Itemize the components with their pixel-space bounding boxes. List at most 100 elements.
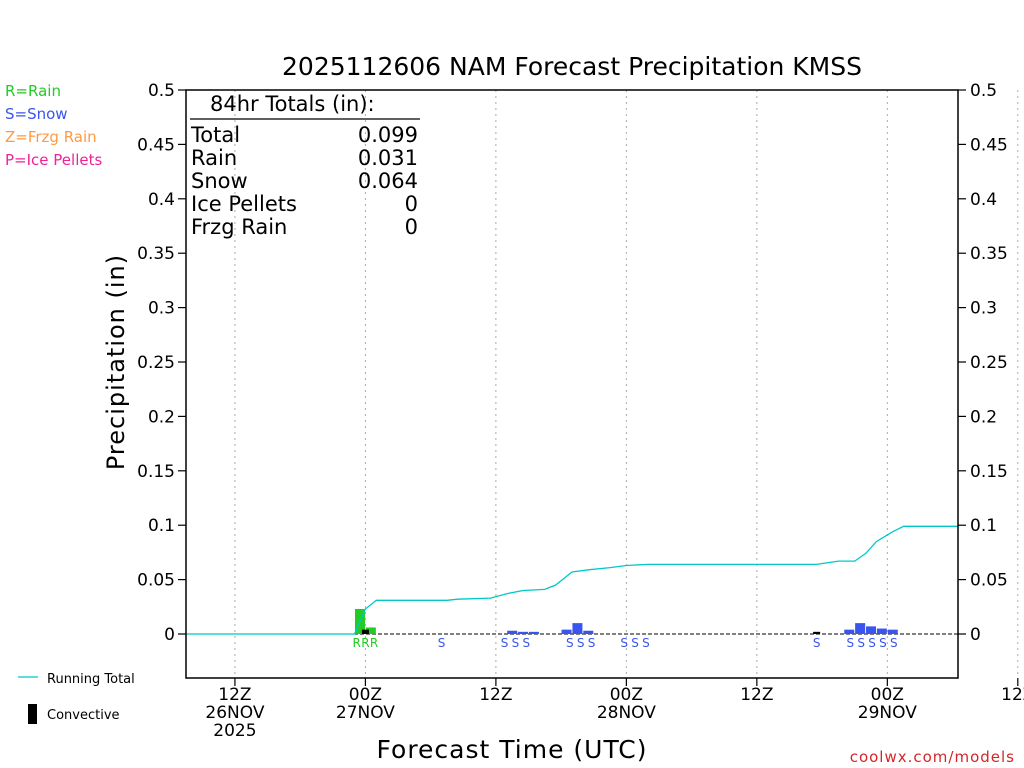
totals-row-value: 0.099 — [358, 123, 418, 147]
ptype-label: S — [588, 636, 596, 650]
ptype-label: S — [890, 636, 898, 650]
totals-row-label: Total — [190, 123, 240, 147]
x-tick-label: 12Z — [479, 685, 512, 705]
x-tick-label: 2025 — [213, 721, 256, 741]
x-tick-label: 12Z — [740, 685, 773, 705]
y-axis-right: 0.5 0.45 0.4 0.35 0.3 0.25 0.2 0.15 0.1 0.05 0 — [958, 81, 1008, 645]
y-tick-right-label: 0.35 — [970, 244, 1008, 264]
x-tick-label: 00Z — [349, 685, 382, 705]
totals-row-value: 0.064 — [358, 169, 418, 193]
ptype-label: S — [566, 636, 574, 650]
y-tick-left-label: 0.25 — [137, 353, 175, 373]
bar-convective — [361, 629, 369, 634]
bar-snow — [561, 629, 572, 634]
bar-snow — [507, 630, 518, 634]
y-tick-left-label: 0.35 — [137, 244, 175, 264]
bar-snow — [855, 623, 866, 634]
y-tick-right-label: 0 — [970, 625, 981, 645]
x-tick-label: 12Z — [218, 685, 251, 705]
totals-row-label: Snow — [191, 169, 248, 193]
series-line-running-total — [186, 525, 958, 635]
ptype-label: R — [370, 636, 378, 650]
ptype-label: S — [577, 636, 585, 650]
bar-convective — [813, 631, 821, 634]
bar-snow — [866, 626, 877, 634]
bar-snow — [887, 629, 898, 634]
legend-swatch-convective — [28, 704, 37, 724]
legend-series-label: Running Total — [47, 672, 135, 687]
y-tick-left-label: 0.4 — [148, 190, 175, 210]
ptype-label: R — [353, 636, 361, 650]
totals-header: 84hr Totals (in): — [210, 92, 375, 116]
y-tick-left-label: 0.2 — [148, 407, 175, 427]
ptype-label: S — [847, 636, 855, 650]
totals-rows: Total 0.099 Rain 0.031 Snow 0.064 Ice Pellets 0… — [190, 123, 418, 239]
ptype-label: S — [642, 636, 650, 650]
legend-type-label: R=Rain — [5, 82, 61, 100]
totals-row-value: 0.031 — [358, 146, 418, 170]
y-tick-right-label: 0.4 — [970, 190, 997, 210]
x-tick-label: 00Z — [871, 685, 904, 705]
bar-snow — [844, 629, 855, 634]
ptype-label: S — [501, 636, 509, 650]
y-tick-right-label: 0.45 — [970, 135, 1008, 155]
legend-type-label: P=Ice Pellets — [5, 151, 102, 169]
bar-rain — [365, 627, 376, 634]
totals-row-label: Ice Pellets — [191, 192, 297, 216]
totals-box: 84hr Totals (in): Total 0.099 Rain 0.031 Sno… — [190, 92, 420, 239]
legend-type-label: Z=Frzg Rain — [5, 128, 97, 146]
ptype-label: R — [361, 636, 369, 650]
x-tick-label: 00Z — [610, 685, 643, 705]
y-tick-left-label: 0.45 — [137, 135, 175, 155]
bar-snow — [518, 631, 529, 634]
legend-series-label: Convective — [47, 708, 120, 723]
legend-type-label: S=Snow — [5, 105, 68, 123]
ptype-label: S — [620, 636, 628, 650]
y-tick-left-label: 0.15 — [137, 462, 175, 482]
ptype-label: S — [813, 636, 821, 650]
y-tick-left-label: 0 — [164, 625, 175, 645]
y-tick-left-label: 0.1 — [148, 516, 175, 536]
series-legend: Running Total Convective — [18, 672, 135, 724]
ptype-label: S — [512, 636, 520, 650]
y-axis-label: Precipitation (in) — [102, 254, 130, 470]
totals-row-value: 0 — [405, 192, 418, 216]
ptype-label: S — [868, 636, 876, 650]
y-tick-right-label: 0.15 — [970, 462, 1008, 482]
y-tick-right-label: 0.05 — [970, 571, 1008, 591]
y-axis-left: 0.5 0.45 0.4 0.35 0.3 0.25 0.2 0.15 0.1 0.05 0 — [137, 81, 186, 645]
bar-snow — [572, 623, 583, 634]
y-tick-left-label: 0.5 — [148, 81, 175, 101]
bar-snow — [583, 630, 594, 634]
y-tick-right-label: 0.5 — [970, 81, 997, 101]
y-tick-left-label: 0.3 — [148, 299, 175, 319]
y-tick-right-label: 0.1 — [970, 516, 997, 536]
x-tick-label: 12Z — [1001, 685, 1024, 705]
bar-snow — [876, 628, 887, 634]
grid-lines — [234, 90, 1019, 678]
precip-type-legend: R=Rain S=Snow Z=Frzg Rain P=Ice Pellets — [5, 82, 102, 169]
x-tick-label: 28NOV — [597, 703, 656, 723]
ptype-label: S — [879, 636, 887, 650]
x-tick-label: 29NOV — [858, 703, 917, 723]
plot-frame — [185, 89, 959, 679]
x-tick-label: 26NOV — [205, 703, 264, 723]
totals-row-value: 0 — [405, 215, 418, 239]
x-axis-label: Forecast Time (UTC) — [377, 735, 648, 764]
y-tick-right-label: 0.2 — [970, 407, 997, 427]
ptype-label: S — [523, 636, 531, 650]
y-tick-right-label: 0.3 — [970, 299, 997, 319]
totals-row-label: Rain — [191, 146, 237, 170]
bar-snow — [528, 631, 539, 634]
ptype-label: S — [857, 636, 865, 650]
y-tick-right-label: 0.25 — [970, 353, 1008, 373]
credit-link[interactable]: coolwx.com/models — [850, 748, 1015, 766]
ptype-label: S — [631, 636, 639, 650]
x-tick-label: 27NOV — [336, 703, 395, 723]
chart-title: 2025112606 NAM Forecast Precipitation KM… — [282, 52, 862, 81]
totals-row-label: Frzg Rain — [191, 215, 287, 239]
ptype-label: S — [438, 636, 446, 650]
